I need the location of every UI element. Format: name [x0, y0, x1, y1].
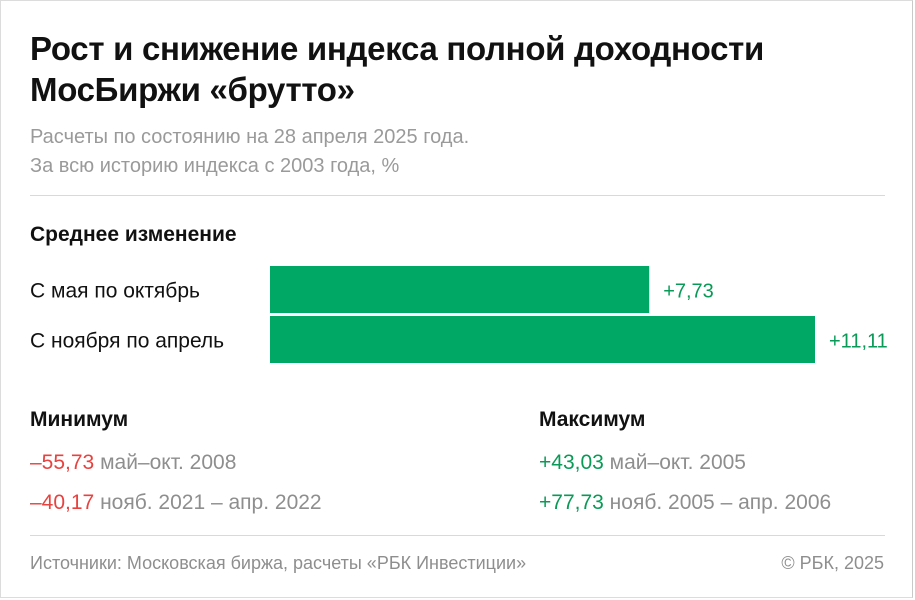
top-divider	[30, 195, 885, 196]
average-change-label: Среднее изменение	[30, 223, 237, 246]
bar-value-label: +11,11	[829, 331, 888, 353]
bar	[270, 266, 650, 313]
maximum-row: +77,73 нояб. 2005 – апр. 2006	[539, 491, 831, 515]
minimum-row: –55,73 май–окт. 2008	[30, 451, 236, 475]
maximum-row: +43,03 май–окт. 2005	[539, 451, 746, 475]
subtitle-line-2: За всю историю индекса с 2003 года, %	[30, 155, 400, 177]
maximum-period: май–окт. 2005	[609, 451, 746, 474]
maximum-value: +43,03	[539, 451, 604, 474]
minimum-period: май–окт. 2008	[100, 451, 237, 474]
copyright: © РБК, 2025	[781, 553, 884, 573]
bar-value-label: +7,73	[663, 281, 714, 303]
maximum-period: нояб. 2005 – апр. 2006	[609, 491, 832, 514]
source-note: Источники: Московская биржа, расчеты «РБ…	[30, 553, 527, 573]
bottom-divider	[30, 535, 885, 536]
subtitle-line-1: Расчеты по состоянию на 28 апреля 2025 г…	[30, 126, 470, 148]
minimum-row: –40,17 нояб. 2021 – апр. 2022	[30, 491, 322, 515]
category-label: С ноября по апрель	[30, 330, 224, 353]
maximum-value: +77,73	[539, 491, 604, 514]
chart-title: Рост и снижение индекса полной доходност…	[30, 30, 764, 108]
bar	[270, 316, 815, 363]
minimum-label: Минимум	[30, 408, 129, 431]
maximum-label: Максимум	[539, 408, 646, 431]
category-label: С мая по октябрь	[30, 280, 200, 303]
minimum-value: –55,73	[30, 451, 95, 474]
chart-subtitle: Расчеты по состоянию на 28 апреля 2025 г…	[30, 123, 890, 181]
minimum-period: нояб. 2021 – апр. 2022	[100, 491, 322, 514]
average-change-chart: С мая по октябрь +7,73 С ноября по апрель +…	[30, 266, 888, 363]
minimum-value: –40,17	[30, 491, 95, 514]
